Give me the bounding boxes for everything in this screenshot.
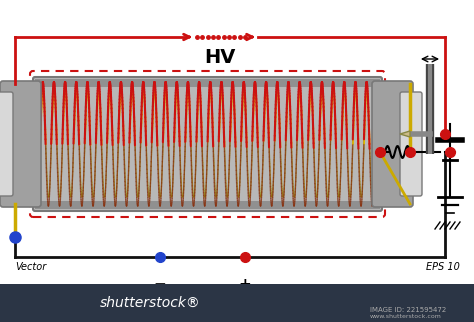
Text: IMAGE ID: 221595472: IMAGE ID: 221595472 [370, 307, 446, 313]
FancyBboxPatch shape [372, 81, 413, 207]
FancyBboxPatch shape [0, 92, 13, 196]
Text: −: − [154, 277, 166, 292]
Text: EPS 10: EPS 10 [426, 262, 460, 272]
FancyBboxPatch shape [33, 77, 382, 211]
Text: HV: HV [204, 48, 236, 67]
Bar [0, 284, 474, 322]
Text: shutterstock®: shutterstock® [100, 296, 201, 310]
Text: www.shutterstock.com: www.shutterstock.com [370, 314, 442, 318]
FancyBboxPatch shape [0, 81, 41, 207]
FancyBboxPatch shape [400, 92, 422, 196]
Text: +: + [238, 277, 251, 292]
Bar [35, 79, 380, 87]
Bar [35, 201, 380, 209]
Text: Vector: Vector [15, 262, 46, 272]
Polygon shape [400, 131, 410, 137]
